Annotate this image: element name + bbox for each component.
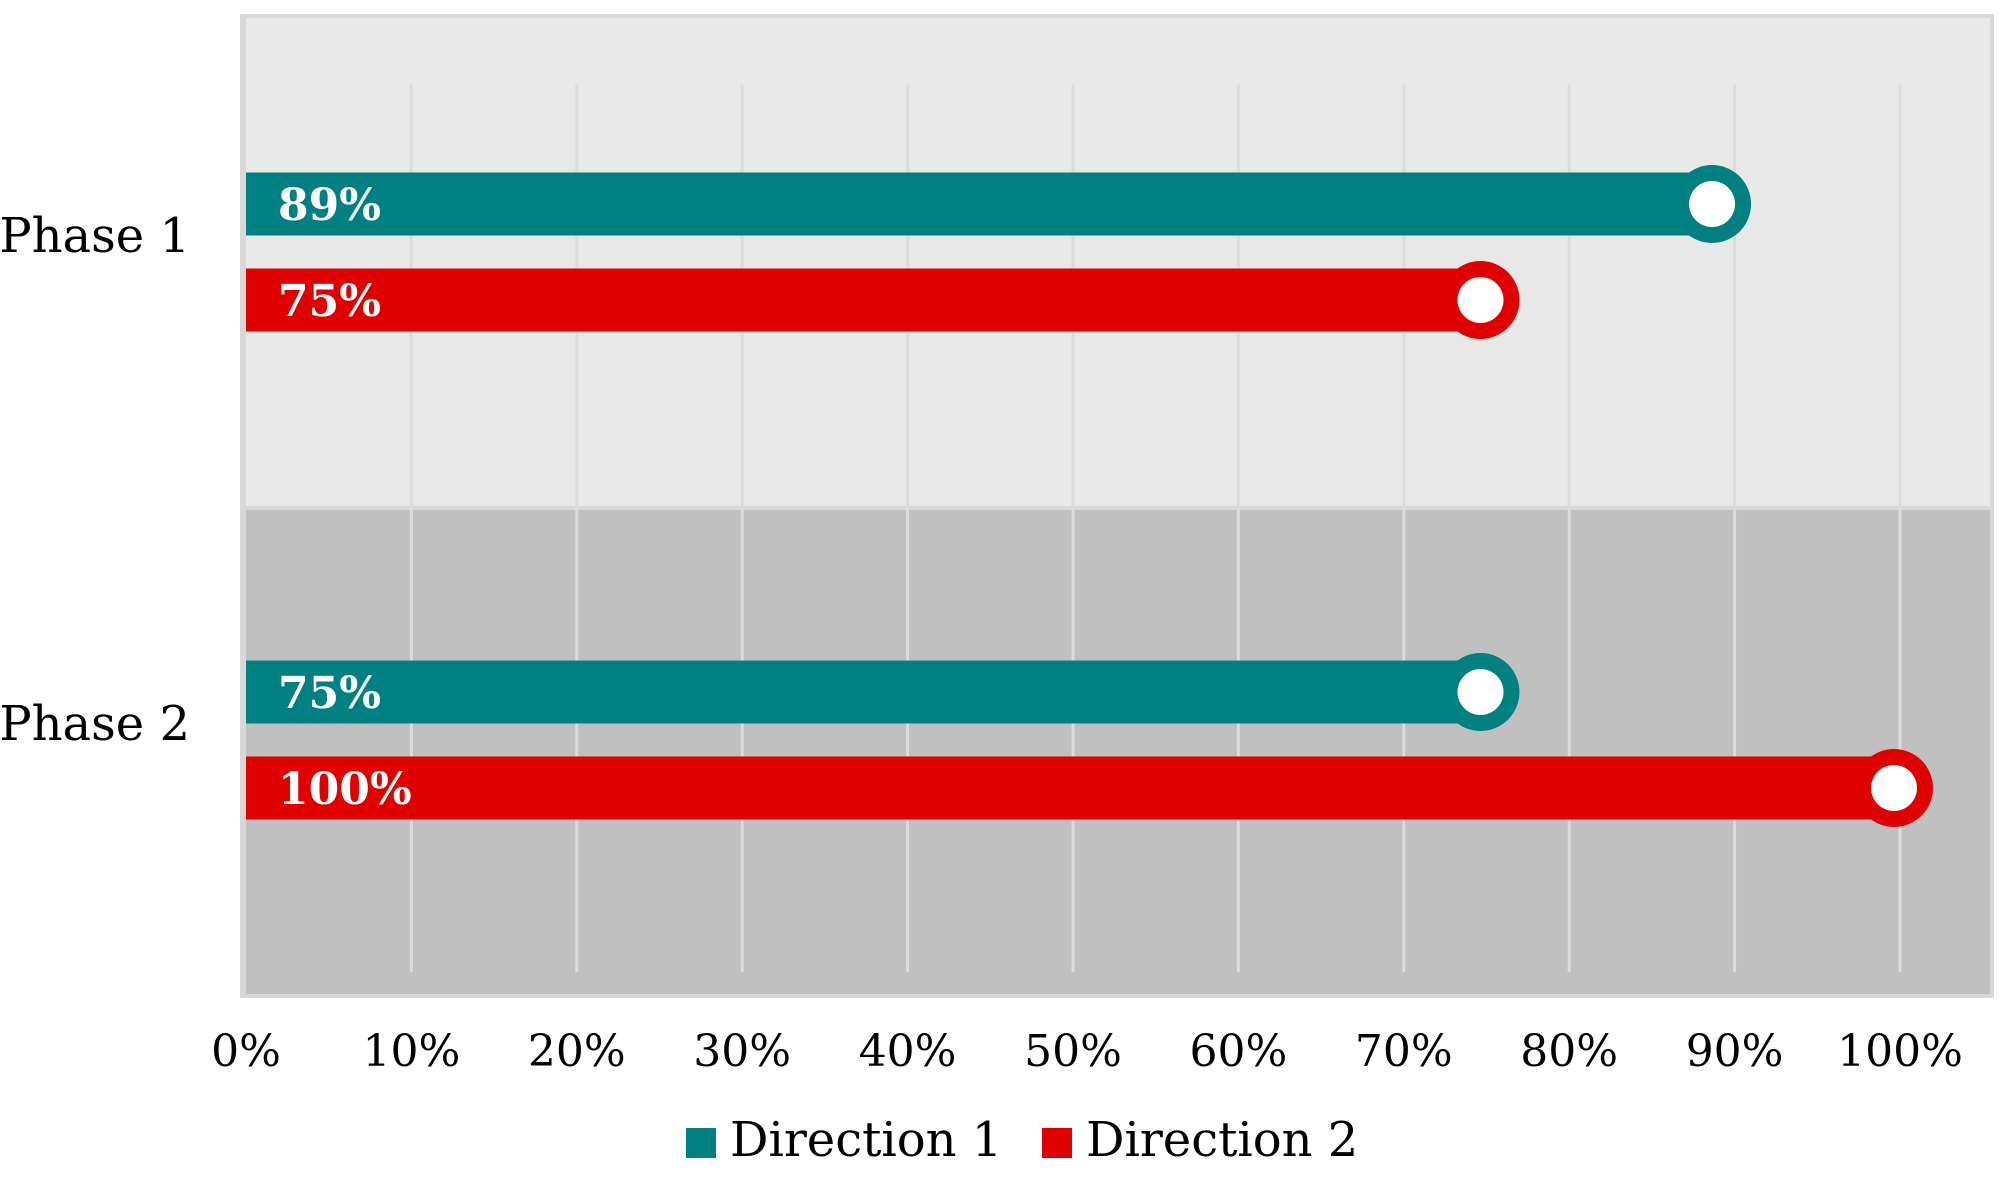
x-tick-label: 30%: [693, 1026, 791, 1077]
legend: Direction 1 Direction 2: [686, 1112, 1358, 1168]
legend-swatch: [686, 1128, 716, 1158]
bar-end-marker-center: [1871, 765, 1917, 811]
x-tick-label: 50%: [1024, 1026, 1122, 1077]
bar: [246, 172, 1719, 236]
data-label: 75%: [278, 276, 381, 327]
x-tick-label: 40%: [859, 1026, 957, 1077]
x-tick-label: 70%: [1355, 1026, 1453, 1077]
category-band: [246, 510, 1990, 994]
x-tick-label: 0%: [211, 1026, 281, 1077]
x-tick-label: 20%: [528, 1026, 626, 1077]
bar: [246, 268, 1487, 332]
data-label: 89%: [278, 180, 381, 231]
bar: [246, 660, 1487, 724]
x-tick-label: 80%: [1520, 1026, 1618, 1077]
legend-label: Direction 1: [730, 1112, 1002, 1168]
legend-label: Direction 2: [1086, 1112, 1358, 1168]
category-labels: Phase 1 Phase 2: [0, 208, 190, 752]
bars: 89% 75% 75% 100%: [246, 165, 1933, 827]
x-tick-label: 100%: [1837, 1026, 1963, 1077]
x-tick-label: 90%: [1686, 1026, 1784, 1077]
bar-end-marker-center: [1457, 277, 1504, 323]
bar: [246, 756, 1900, 820]
category-band: [246, 18, 1990, 506]
data-label: 100%: [278, 764, 412, 815]
data-label: 75%: [278, 668, 381, 719]
bar-end-marker-center: [1689, 181, 1736, 227]
x-tick-label: 10%: [363, 1026, 461, 1077]
x-tick-label: 60%: [1190, 1026, 1288, 1077]
category-label: Phase 1: [0, 208, 190, 264]
bar-end-marker-center: [1457, 669, 1504, 715]
category-label: Phase 2: [0, 696, 190, 752]
x-axis-ticks: 0% 10% 20% 30% 40% 50% 60% 70% 80% 90% 100%: [211, 1026, 1963, 1077]
legend-swatch: [1042, 1128, 1072, 1158]
category-bands: [240, 14, 1994, 998]
